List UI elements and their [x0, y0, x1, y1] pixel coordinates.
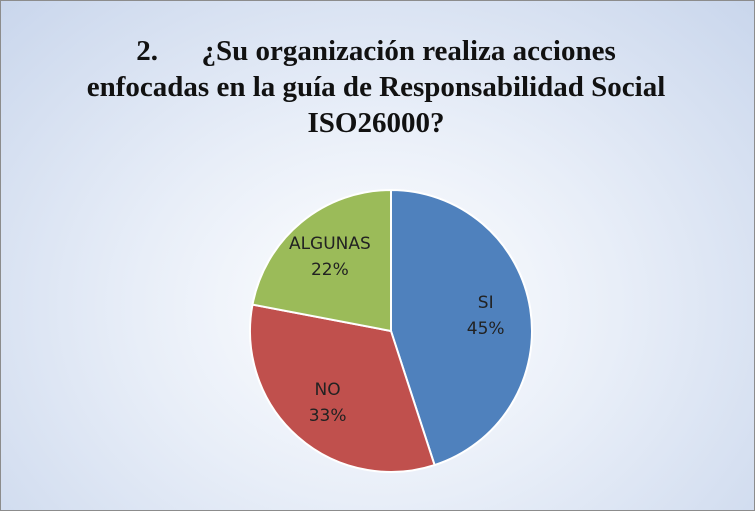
slice-category-label: NO — [315, 380, 341, 400]
pie-slice — [249, 303, 436, 473]
slice-value-label: 22% — [311, 260, 349, 280]
slice-value-label: 33% — [309, 406, 347, 426]
pie-slice — [251, 188, 392, 333]
slice-category-label: SI — [478, 293, 494, 313]
slice-category-label: ALGUNAS — [289, 234, 371, 254]
slice-value-label: 45% — [467, 319, 505, 339]
chart-title: 2. ¿Su organización realiza acciones enf… — [86, 35, 673, 139]
pie-slice — [390, 188, 533, 467]
